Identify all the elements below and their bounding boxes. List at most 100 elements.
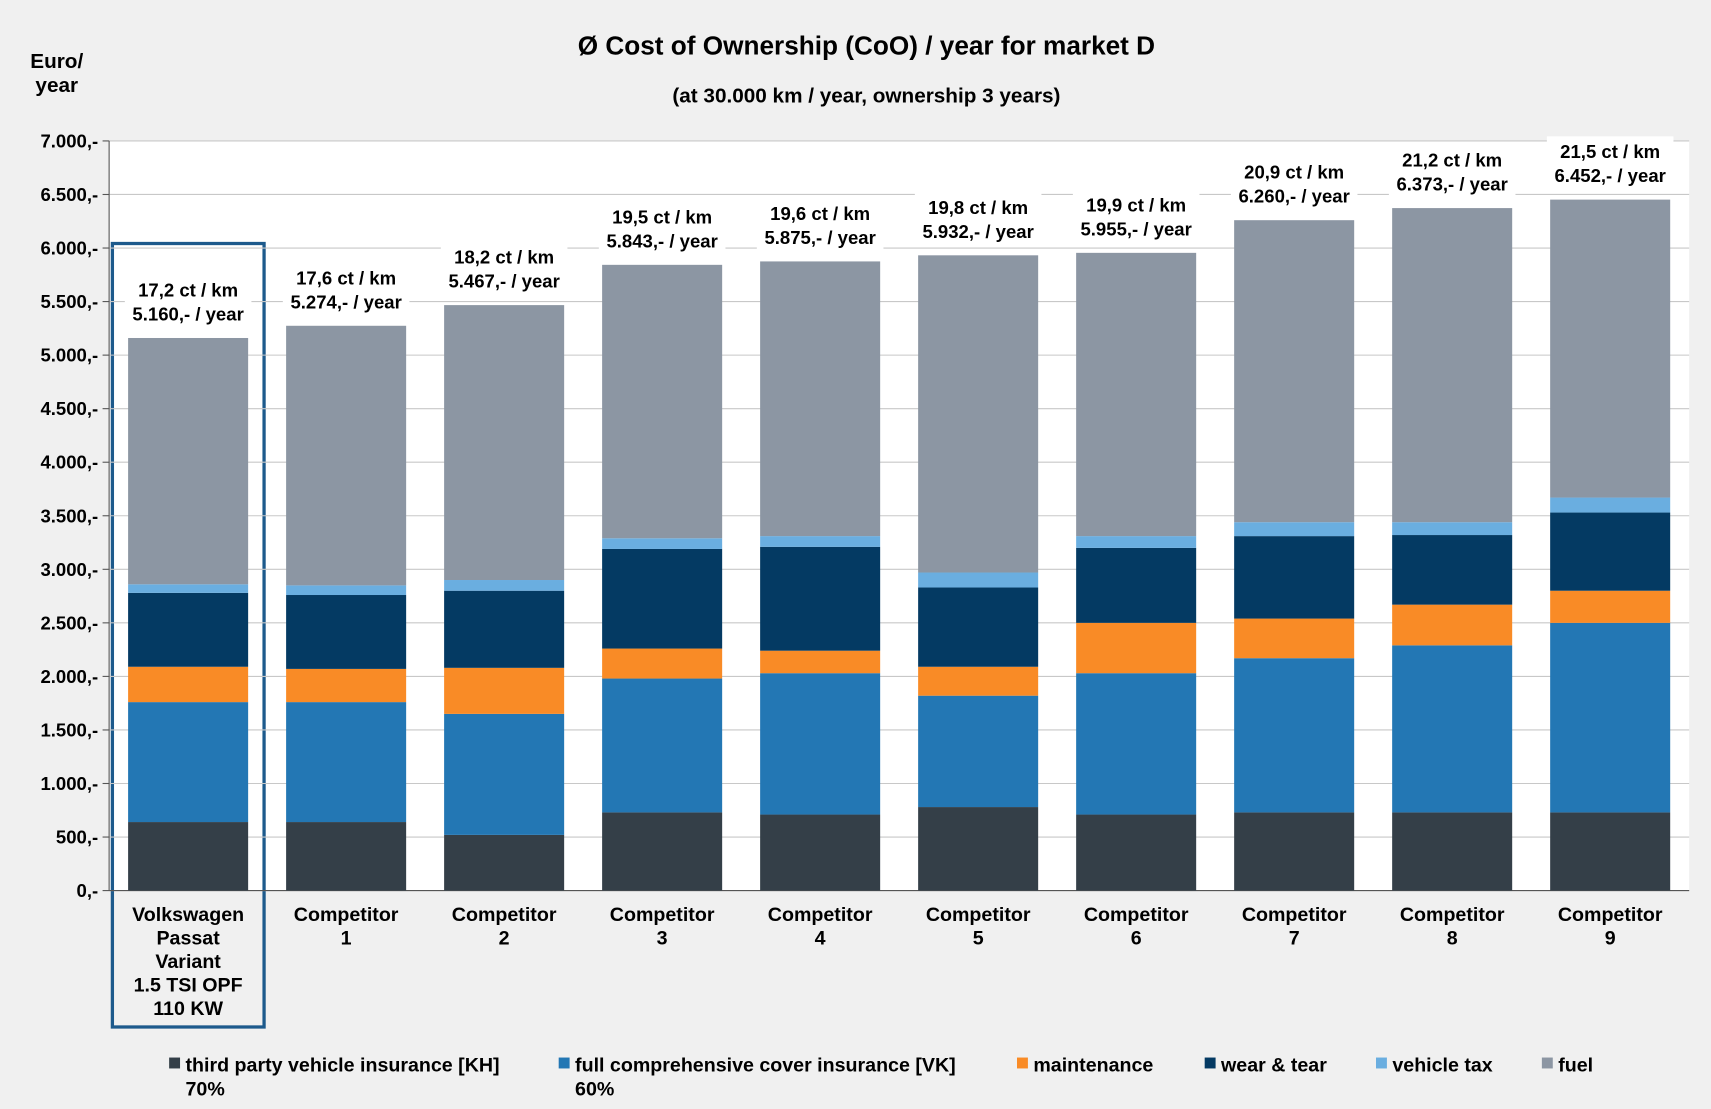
bar-segment bbox=[1234, 812, 1355, 891]
legend-label: fuel bbox=[1558, 1055, 1593, 1077]
bar-segment bbox=[444, 580, 565, 591]
x-tick-label: Competitor 4 bbox=[768, 904, 873, 949]
y-tick-label: 6.000,- bbox=[40, 238, 98, 259]
x-tick-label: Competitor 8 bbox=[1400, 904, 1505, 949]
per-km-label: 19,6 ct / km bbox=[770, 203, 870, 224]
total-label-box bbox=[282, 262, 410, 318]
bar-segment bbox=[1392, 812, 1513, 891]
total-label-box bbox=[124, 274, 252, 330]
bar-segment bbox=[286, 325, 407, 586]
x-tick-label: Volkswagen Passat Variant 1.5 TSI OPF 110 KW bbox=[132, 904, 244, 1020]
bar-segment bbox=[444, 713, 565, 835]
bar-segment bbox=[128, 592, 249, 667]
total-label: 5.955,- / year bbox=[1080, 218, 1191, 239]
legend-swatch bbox=[1204, 1057, 1216, 1069]
per-km-label: 17,6 ct / km bbox=[296, 267, 396, 288]
bar-segment bbox=[286, 595, 407, 669]
bar-segment bbox=[286, 822, 407, 891]
bar-segment bbox=[1234, 536, 1355, 619]
bar-segment bbox=[1076, 252, 1197, 537]
total-label: 6.260,- / year bbox=[1238, 186, 1349, 207]
total-label-box bbox=[1230, 156, 1358, 212]
x-tick-label: Competitor 7 bbox=[1242, 904, 1347, 949]
x-tick-label: Competitor 2 bbox=[452, 904, 557, 949]
total-label-box bbox=[756, 198, 884, 253]
per-km-label: 18,2 ct / km bbox=[454, 247, 554, 268]
bar-segment bbox=[602, 812, 723, 891]
bar-segment bbox=[1550, 512, 1671, 591]
y-tick-label: 3.000,- bbox=[40, 559, 98, 580]
legend-label: vehicle tax bbox=[1392, 1055, 1492, 1077]
highlight-box bbox=[110, 241, 266, 1029]
y-tick-label: 4.000,- bbox=[40, 452, 98, 473]
y-tick-label: 5.500,- bbox=[40, 291, 98, 312]
chart-subtitle: (at 30.000 km / year, ownership 3 years) bbox=[672, 85, 1060, 108]
total-label-box bbox=[598, 201, 726, 257]
bar-segment bbox=[918, 572, 1039, 588]
bar-segment bbox=[1076, 814, 1197, 891]
bar-segment bbox=[1076, 673, 1197, 815]
bar-segment bbox=[1550, 622, 1671, 813]
legend-swatch bbox=[558, 1057, 570, 1069]
bar-segment bbox=[1550, 497, 1671, 513]
bar-segment bbox=[918, 666, 1039, 696]
bar-segment bbox=[1076, 622, 1197, 674]
bar-segment bbox=[918, 255, 1039, 573]
bar-segment bbox=[128, 666, 249, 703]
bar-segment bbox=[444, 834, 565, 891]
bar-segment bbox=[602, 264, 723, 539]
x-tick-label: Competitor 3 bbox=[610, 904, 715, 949]
total-label: 5.467,- / year bbox=[448, 271, 559, 292]
y-tick-label: 1.000,- bbox=[40, 773, 98, 794]
bar-segment bbox=[128, 337, 249, 585]
y-tick-label: 4.500,- bbox=[40, 398, 98, 419]
total-label-box bbox=[1072, 189, 1200, 245]
legend-swatch bbox=[1376, 1057, 1387, 1069]
y-tick-label: 500,- bbox=[56, 827, 98, 848]
total-label: 6.452,- / year bbox=[1554, 165, 1665, 186]
legend-swatch bbox=[169, 1057, 181, 1069]
per-km-label: 19,5 ct / km bbox=[612, 206, 712, 227]
legend-label: maintenance bbox=[1033, 1055, 1153, 1077]
per-km-label: 21,2 ct / km bbox=[1402, 150, 1502, 171]
bar-segment bbox=[1392, 522, 1513, 536]
total-label-box bbox=[1546, 136, 1674, 191]
y-tick-label: 1.500,- bbox=[40, 719, 98, 740]
total-label: 5.160,- / year bbox=[132, 304, 243, 325]
per-km-label: 21,5 ct / km bbox=[1560, 141, 1660, 162]
bar-segment bbox=[760, 536, 881, 547]
bar-segment bbox=[1234, 658, 1355, 813]
total-label-box bbox=[440, 241, 568, 297]
y-tick-label: 6.500,- bbox=[40, 184, 98, 205]
per-km-label: 20,9 ct / km bbox=[1244, 162, 1344, 183]
bar-segment bbox=[1234, 522, 1355, 537]
y-tick-label: 0,- bbox=[77, 880, 99, 901]
x-tick-label: Competitor 9 bbox=[1558, 904, 1663, 949]
total-label: 5.843,- / year bbox=[606, 230, 717, 251]
bar-segment bbox=[444, 305, 565, 581]
bar-segment bbox=[760, 673, 881, 815]
bar-segment bbox=[760, 546, 881, 651]
x-tick-label: Competitor 1 bbox=[294, 904, 399, 949]
legend-swatch bbox=[1541, 1057, 1553, 1069]
per-km-label: 19,9 ct / km bbox=[1086, 194, 1186, 215]
total-label: 5.932,- / year bbox=[922, 221, 1033, 242]
chart-title: Ø Cost of Ownership (CoO) / year for mar… bbox=[578, 31, 1155, 61]
total-label-box bbox=[1388, 144, 1516, 200]
bar-segment bbox=[444, 590, 565, 668]
bar-segment bbox=[1550, 812, 1671, 891]
bar-segment bbox=[1550, 590, 1671, 623]
bar-segment bbox=[128, 702, 249, 823]
y-tick-label: 5.000,- bbox=[40, 345, 98, 366]
bar-segment bbox=[286, 585, 407, 596]
bar-segment bbox=[1234, 618, 1355, 659]
bar-segment bbox=[1392, 645, 1513, 813]
bar-segment bbox=[1234, 220, 1355, 523]
x-tick-label: Competitor 6 bbox=[1084, 904, 1189, 949]
y-tick-label: 7.000,- bbox=[40, 130, 98, 151]
total-label-box bbox=[914, 192, 1042, 247]
bar-segment bbox=[918, 695, 1039, 808]
bar-segment bbox=[286, 702, 407, 823]
bar-segment bbox=[918, 807, 1039, 891]
